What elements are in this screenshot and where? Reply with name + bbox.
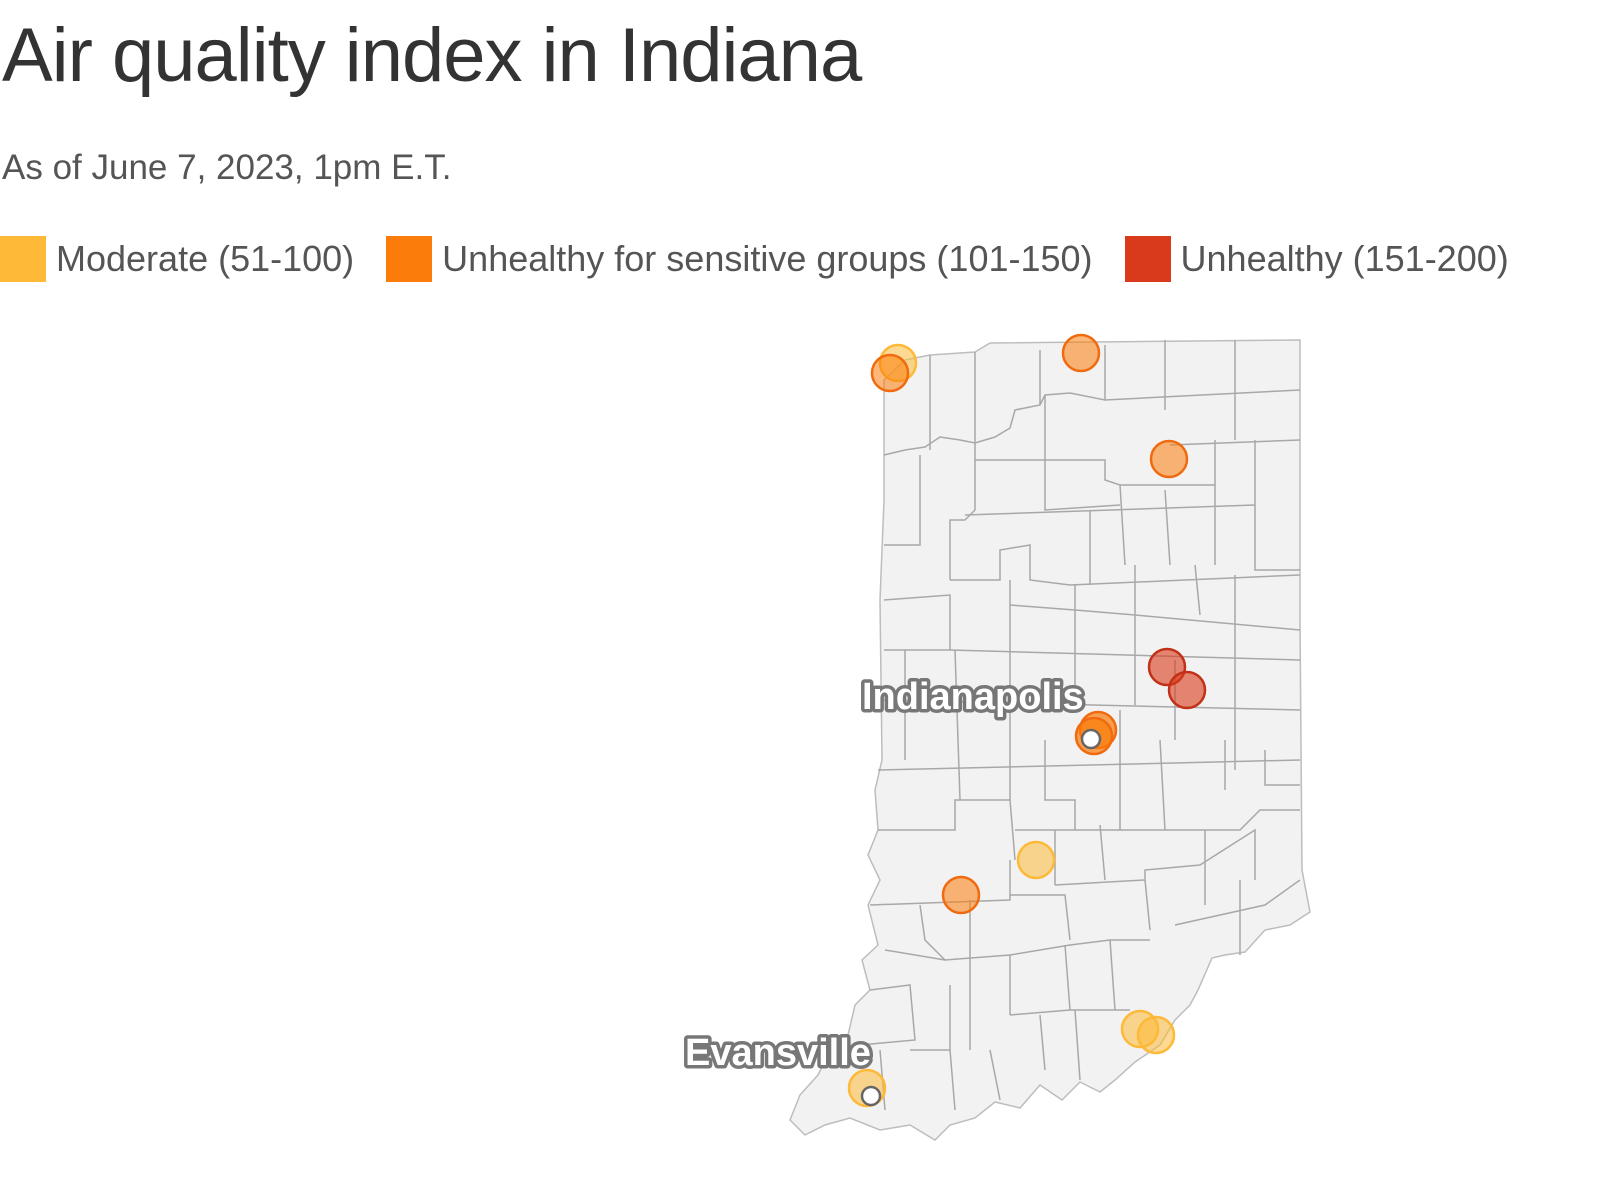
city-dot-evansville [860,1085,882,1107]
sensor-marker [941,875,981,915]
legend-swatch-moderate [0,236,46,282]
sensor-marker [1167,670,1207,710]
city-dot-indianapolis [1080,728,1102,750]
sensor-marker [1016,840,1056,880]
legend-label-unhealthy: Unhealthy (151-200) [1180,238,1509,279]
chart-subtitle: As of June 7, 2023, 1pm E.T. [2,148,452,187]
chart-title: Air quality index in Indiana [2,13,862,98]
sensor-marker [1149,439,1189,479]
sensor-marker [1061,333,1101,373]
legend: Moderate (51-100) Unhealthy for sensitiv… [0,236,1541,282]
sensor-marker [1136,1015,1176,1055]
legend-swatch-sensitive [386,236,433,282]
legend-label-sensitive: Unhealthy for sensitive groups (101-150) [442,238,1093,279]
legend-swatch-unhealthy [1124,236,1171,282]
sensor-marker [870,353,910,393]
city-label-evansville: Evansville [685,1032,871,1074]
legend-item-unhealthy: Unhealthy (151-200) [1124,236,1509,282]
legend-item-moderate: Moderate (51-100) [0,236,354,282]
city-points [860,728,1102,1107]
indiana-map: Indianapolis Evansville [682,333,1311,1141]
city-label-indianapolis: Indianapolis [862,676,1084,718]
county-borders [859,340,1301,1111]
legend-item-sensitive: Unhealthy for sensitive groups (101-150) [386,236,1093,282]
city-labels: Indianapolis Evansville [682,673,1088,1078]
legend-label-moderate: Moderate (51-100) [56,238,355,279]
